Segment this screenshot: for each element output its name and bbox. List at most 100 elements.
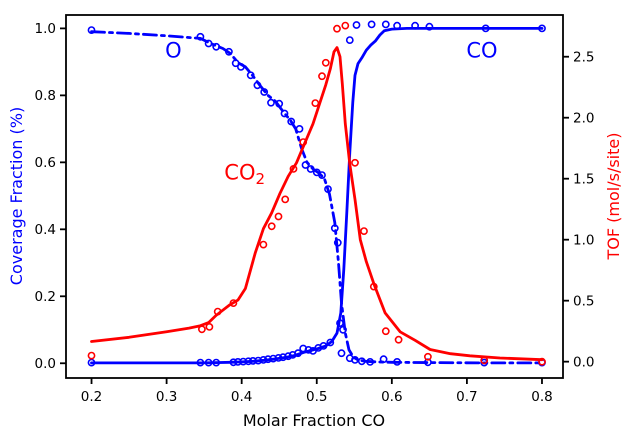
co-coverage-marker	[284, 352, 293, 361]
co-coverage-marker	[352, 21, 361, 29]
plot-series	[87, 20, 546, 367]
co2-tof-marker	[299, 138, 308, 146]
co-coverage-marker	[233, 357, 242, 366]
plot-frame	[65, 14, 564, 379]
co-coverage-marker	[229, 358, 238, 367]
y-left-tick-label: 1.0	[35, 21, 56, 37]
o-coverage-marker	[267, 98, 275, 107]
annotation-o: O	[165, 39, 182, 63]
y-left-tick-label: 0.2	[35, 289, 56, 305]
co-coverage-marker	[345, 36, 354, 44]
co-coverage-marker	[264, 355, 272, 364]
x-tick-label: 0.4	[231, 389, 252, 405]
co-coverage-markers	[87, 20, 546, 367]
o-coverage-marker	[333, 238, 342, 247]
co2-tof-markers	[87, 21, 546, 366]
co2-tof-marker	[197, 325, 206, 334]
y-axis-label-right: TOF (mol/s/site)	[604, 133, 623, 261]
co2-tof-marker	[289, 164, 298, 173]
o-coverage-marker	[357, 357, 366, 366]
co2-tof-marker	[267, 222, 276, 231]
co2-tof-marker	[351, 158, 359, 167]
y-right-tick-label: 0.0	[573, 354, 594, 370]
o-coverage-marker	[231, 59, 240, 68]
co2-tof-marker	[318, 72, 326, 81]
o-coverage-marker	[196, 32, 205, 41]
co-coverage-marker	[425, 22, 434, 31]
o-coverage-markers	[87, 26, 546, 367]
o-coverage-marker	[275, 99, 284, 108]
o-coverage-marker	[295, 124, 304, 133]
co2-tof-marker	[281, 195, 290, 204]
y-left-tick-label: 0.4	[35, 222, 56, 238]
axes-frame	[65, 14, 564, 379]
o-coverage-line	[90, 30, 544, 365]
co-coverage-marker	[381, 20, 390, 29]
y-right-tick-label: 2.0	[573, 110, 594, 126]
y-right-tick-label: 1.0	[573, 232, 594, 248]
o-coverage-marker	[339, 325, 347, 334]
x-tick-label: 0.2	[81, 389, 102, 405]
co2-tof-marker	[360, 227, 368, 235]
o-coverage-marker	[393, 357, 401, 366]
co-coverage-marker	[367, 20, 376, 29]
y-left-tick-label: 0.6	[35, 155, 56, 171]
co-coverage-marker	[304, 345, 313, 354]
co-coverage-marker	[279, 353, 287, 362]
x-tick-label: 0.5	[306, 389, 327, 405]
co2-tof-marker	[369, 282, 378, 291]
co2-tof-marker	[394, 335, 403, 344]
o-coverage-marker	[87, 26, 96, 34]
co2-tof-marker	[423, 352, 432, 361]
co2-tof-marker	[311, 99, 320, 107]
o-coverage-marker	[280, 109, 289, 118]
co-coverage-marker	[319, 341, 328, 350]
co-coverage-marker	[326, 338, 335, 347]
co-coverage-marker	[196, 358, 205, 367]
annotation-co: CO	[466, 39, 497, 63]
co-coverage-marker	[269, 354, 278, 363]
x-tick-label: 0.3	[156, 389, 177, 405]
x-axis-label: Molar Fraction CO	[243, 411, 385, 430]
o-coverage-marker	[204, 39, 213, 48]
co-coverage-marker	[337, 349, 346, 358]
co2-tof-marker	[341, 21, 350, 30]
o-coverage-marker	[366, 357, 374, 366]
y-left-tick-label: 0.0	[35, 356, 56, 372]
y-right-tick-label: 1.5	[573, 171, 594, 187]
o-coverage-marker	[330, 224, 339, 233]
o-coverage-marker	[224, 47, 233, 56]
co-coverage-marker	[259, 355, 268, 364]
co-coverage-marker	[481, 24, 490, 33]
co-coverage-marker	[254, 356, 263, 365]
co2-tof-marker	[480, 356, 489, 365]
co2-tof-marker	[87, 351, 96, 360]
o-coverage-marker	[246, 71, 255, 80]
y-right-tick-label: 0.5	[573, 293, 594, 309]
co-coverage-marker	[244, 357, 253, 366]
co-coverage-marker	[212, 358, 221, 367]
co2-tof-marker	[274, 212, 283, 221]
co2-tof-marker	[229, 299, 238, 307]
y-axis-label-left: Coverage Fraction (%)	[7, 107, 26, 285]
co2-tof-marker	[321, 58, 330, 67]
co-coverage-marker	[393, 21, 401, 30]
co-coverage-marker	[294, 349, 302, 358]
co2-tof-marker	[205, 322, 214, 331]
o-coverage-marker	[351, 355, 359, 364]
o-coverage-marker	[306, 165, 315, 173]
x-tick-label: 0.7	[456, 389, 477, 405]
o-coverage-marker	[212, 42, 221, 51]
co2-tof-marker	[333, 24, 341, 33]
co-coverage-marker	[204, 358, 213, 367]
co-coverage-marker	[411, 21, 419, 30]
co-coverage-marker	[248, 356, 257, 365]
co-coverage-marker	[274, 353, 283, 362]
co2-tof-marker	[213, 307, 222, 316]
x-tick-label: 0.6	[381, 389, 402, 405]
o-coverage-marker	[301, 161, 310, 169]
o-coverage-marker	[253, 81, 262, 90]
